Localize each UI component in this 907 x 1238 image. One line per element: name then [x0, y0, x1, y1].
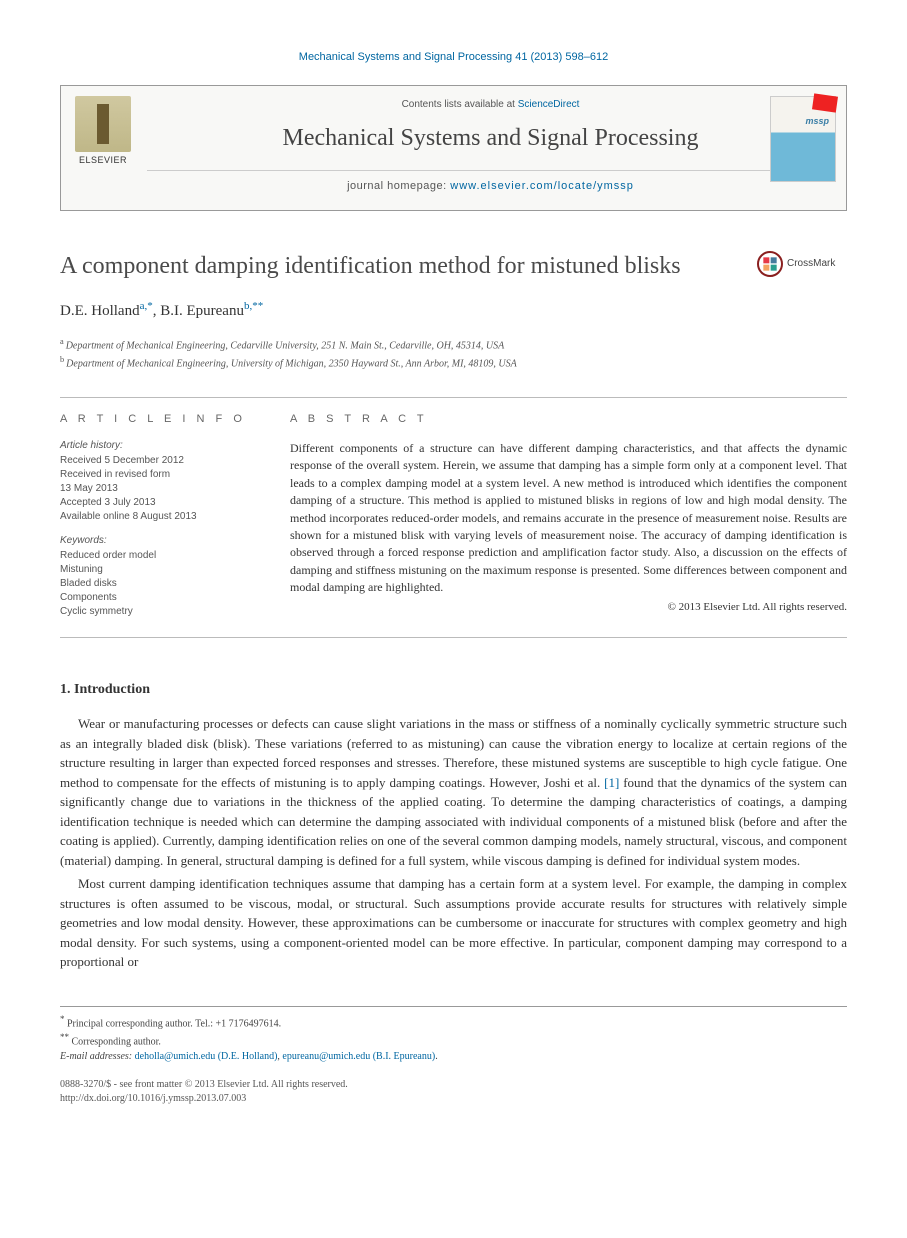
- front-matter-line: 0888-3270/$ - see front matter © 2013 El…: [60, 1078, 847, 1092]
- footnote-corresponding: Corresponding author.: [72, 1036, 161, 1047]
- keyword-item: Mistuning: [60, 563, 260, 577]
- abstract-text: Different components of a structure can …: [290, 440, 847, 597]
- footnote-principal: Principal corresponding author. Tel.: +1…: [67, 1018, 281, 1029]
- cover-label: mssp: [805, 115, 829, 128]
- crossmark-icon: [757, 251, 783, 277]
- contents-prefix: Contents lists available at: [402, 99, 518, 110]
- history-received: Received 5 December 2012: [60, 454, 260, 468]
- article-title: A component damping identification metho…: [60, 251, 727, 281]
- article-info-heading: A R T I C L E I N F O: [60, 412, 260, 427]
- history-revised-2: 13 May 2013: [60, 482, 260, 496]
- keyword-item: Reduced order model: [60, 549, 260, 563]
- bottom-meta: 0888-3270/$ - see front matter © 2013 El…: [60, 1078, 847, 1106]
- history-revised-1: Received in revised form: [60, 468, 260, 482]
- footnotes: * Principal corresponding author. Tel.: …: [60, 1006, 847, 1065]
- abstract-heading: A B S T R A C T: [290, 412, 847, 428]
- crossmark-label: CrossMark: [787, 257, 835, 271]
- abstract-copyright: © 2013 Elsevier Ltd. All rights reserved…: [290, 600, 847, 616]
- footnote-marker-doublestar: **: [60, 1032, 69, 1042]
- affiliation-b: Department of Mechanical Engineering, Un…: [66, 358, 517, 369]
- running-header: Mechanical Systems and Signal Processing…: [60, 50, 847, 65]
- author-1-marks[interactable]: a,*: [140, 300, 153, 312]
- intro-paragraph-1: Wear or manufacturing processes or defec…: [60, 714, 847, 870]
- email-end: .: [435, 1051, 438, 1062]
- page: Mechanical Systems and Signal Processing…: [0, 0, 907, 1146]
- abstract-column: A B S T R A C T Different components of …: [290, 412, 847, 619]
- keyword-item: Bladed disks: [60, 577, 260, 591]
- email-link-2[interactable]: epureanu@umich.edu (B.I. Epureanu): [282, 1051, 435, 1062]
- crossmark-badge[interactable]: CrossMark: [757, 251, 847, 277]
- history-label: Article history:: [60, 439, 260, 453]
- email-label: E-mail addresses:: [60, 1051, 135, 1062]
- affiliations: aDepartment of Mechanical Engineering, C…: [60, 336, 847, 371]
- journal-cover-thumbnail: mssp: [770, 96, 836, 182]
- author-2-name: B.I. Epureanu: [160, 303, 244, 319]
- elsevier-logo: ELSEVIER: [73, 96, 133, 166]
- email-link-1[interactable]: deholla@umich.edu (D.E. Holland): [135, 1051, 278, 1062]
- section-1-heading: 1. Introduction: [60, 680, 847, 700]
- intro-paragraph-2: Most current damping identification tech…: [60, 874, 847, 972]
- elsevier-tree-icon: [75, 96, 131, 151]
- keyword-item: Cyclic symmetry: [60, 605, 260, 619]
- author-1-name: D.E. Holland: [60, 303, 140, 319]
- citation-1-link[interactable]: [1]: [604, 775, 619, 790]
- history-online: Available online 8 August 2013: [60, 510, 260, 524]
- footnote-marker-star: *: [60, 1014, 65, 1024]
- elsevier-word: ELSEVIER: [79, 154, 127, 167]
- info-abstract-row: A R T I C L E I N F O Article history: R…: [60, 397, 847, 638]
- history-accepted: Accepted 3 July 2013: [60, 496, 260, 510]
- article-info-column: A R T I C L E I N F O Article history: R…: [60, 412, 260, 619]
- homepage-link[interactable]: www.elsevier.com/locate/ymssp: [450, 180, 634, 192]
- journal-name: Mechanical Systems and Signal Processing: [147, 122, 834, 156]
- contents-lists-line: Contents lists available at ScienceDirec…: [147, 98, 834, 112]
- keyword-item: Components: [60, 591, 260, 605]
- affiliation-a: Department of Mechanical Engineering, Ce…: [66, 341, 505, 352]
- sciencedirect-link[interactable]: ScienceDirect: [518, 99, 580, 110]
- journal-homepage-line: journal homepage: www.elsevier.com/locat…: [147, 170, 834, 204]
- journal-header-box: ELSEVIER Contents lists available at Sci…: [60, 85, 847, 211]
- author-2-marks[interactable]: b,**: [244, 300, 263, 312]
- keywords-label: Keywords:: [60, 534, 260, 548]
- homepage-prefix: journal homepage:: [347, 180, 450, 192]
- authors-line: D.E. Hollanda,*, B.I. Epureanub,**: [60, 299, 847, 322]
- doi-line: http://dx.doi.org/10.1016/j.ymssp.2013.0…: [60, 1092, 847, 1106]
